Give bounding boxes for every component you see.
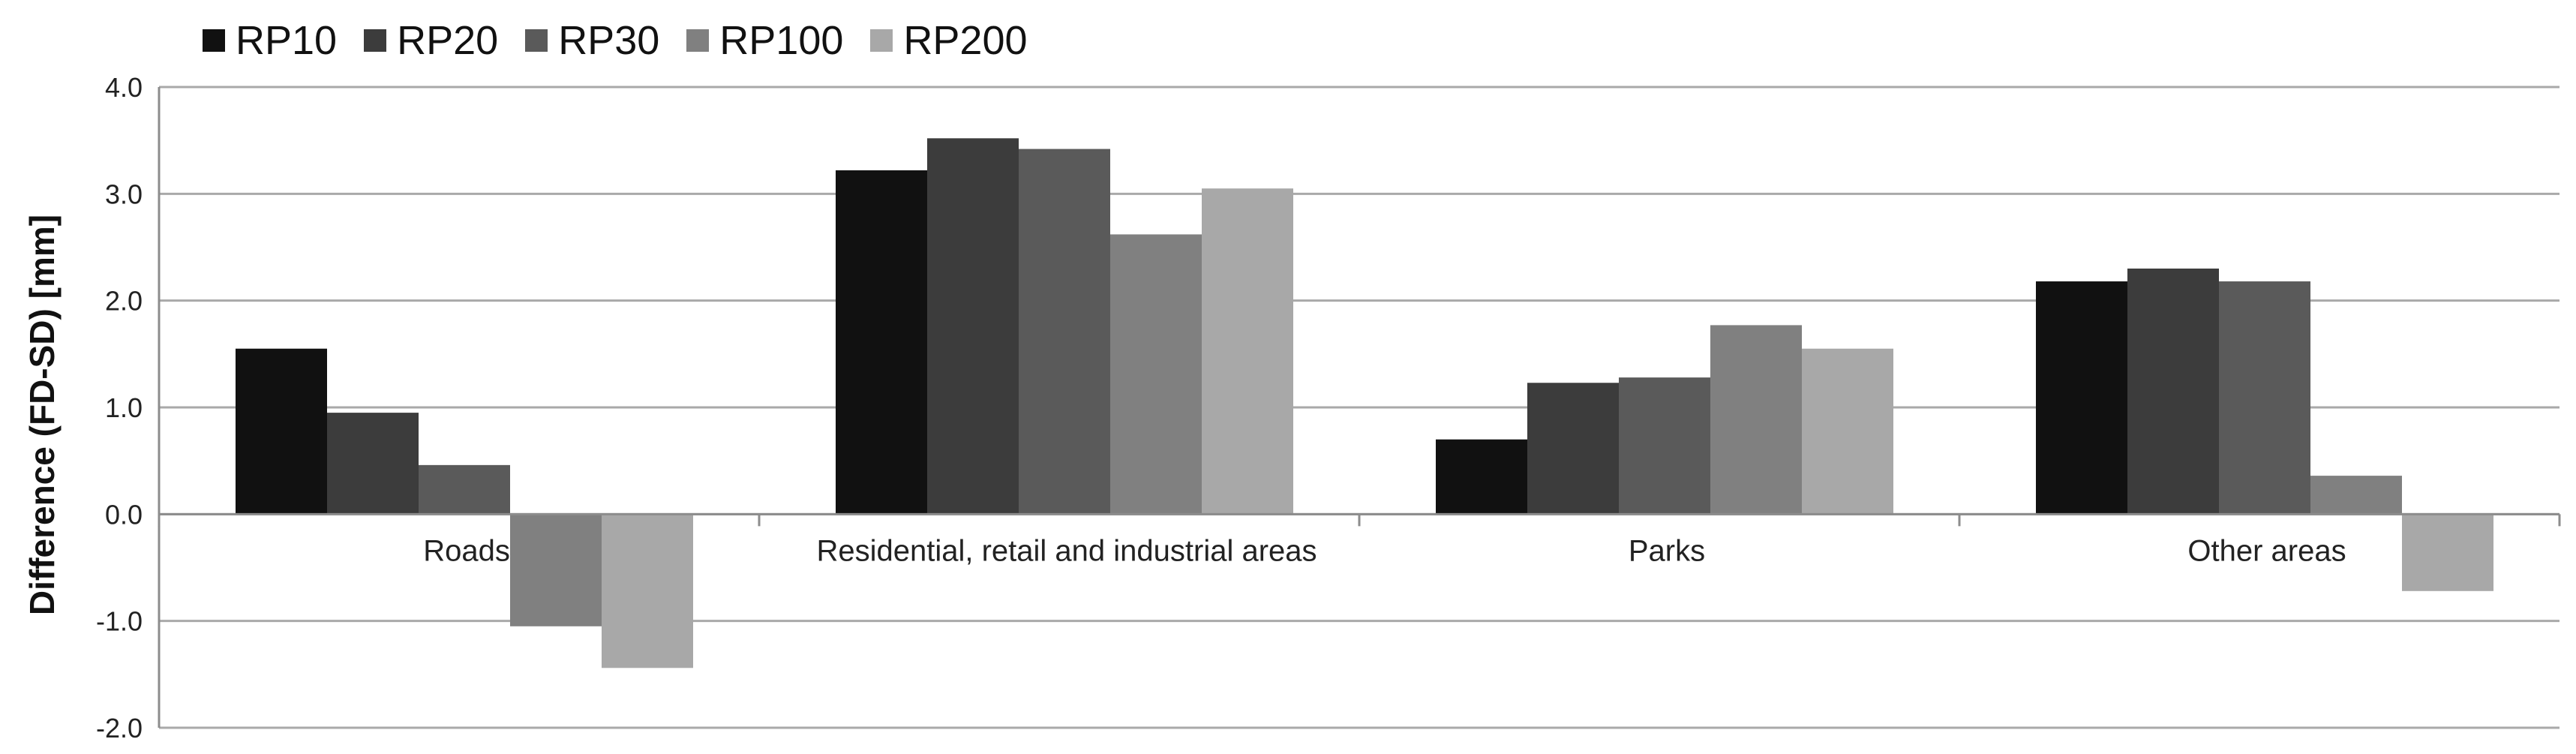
category-label: Residential, retail and industrial areas	[816, 534, 1317, 567]
bar-rp20	[2127, 268, 2219, 515]
y-tick-label: 2.0	[105, 286, 143, 317]
category-label: Parks	[1629, 534, 1705, 567]
y-axis-title: Difference (FD-SD) [mm]	[23, 215, 62, 615]
bar-rp20	[327, 413, 419, 515]
bar-rp20	[927, 138, 1019, 515]
bar-rp10	[1436, 439, 1527, 515]
bar-rp100	[1110, 234, 1202, 515]
bar-rp10	[236, 348, 327, 515]
bar-rp200	[1202, 188, 1293, 515]
bar-rp30	[1019, 149, 1110, 515]
bar-rp200	[602, 514, 693, 668]
legend-label: RP100	[719, 18, 844, 63]
chart-legend: RP10 RP20 RP30 RP100 RP200	[203, 11, 1028, 71]
bar-rp200	[2402, 514, 2493, 591]
legend-swatch	[525, 29, 548, 52]
legend-label: RP20	[397, 18, 499, 63]
y-tick-label: -2.0	[96, 713, 143, 743]
legend-item: RP30	[525, 17, 659, 64]
legend-item: RP20	[364, 17, 498, 64]
legend-swatch	[203, 29, 225, 52]
legend-label: RP10	[236, 18, 338, 63]
legend-swatch	[870, 29, 893, 52]
legend-label: RP200	[903, 18, 1028, 63]
bar-rp200	[1802, 348, 1893, 515]
bar-rp10	[2036, 281, 2127, 515]
y-tick-label: -1.0	[96, 606, 143, 637]
legend-item: RP100	[686, 17, 843, 64]
bar-rp10	[836, 170, 927, 515]
y-tick-label: 4.0	[105, 72, 143, 103]
y-tick-label: 1.0	[105, 392, 143, 423]
y-tick-label: 3.0	[105, 179, 143, 209]
category-label: Roads	[423, 534, 510, 567]
legend-swatch	[364, 29, 387, 52]
y-tick-label: 0.0	[105, 499, 143, 530]
legend-item: RP10	[203, 17, 337, 64]
legend-label: RP30	[558, 18, 660, 63]
legend-swatch	[686, 29, 710, 52]
bar-rp30	[419, 464, 510, 515]
bar-rp30	[1619, 377, 1710, 515]
legend-item: RP200	[870, 17, 1028, 64]
bar-rp100	[2310, 476, 2402, 515]
bar-rp100	[1710, 325, 1802, 515]
bar-rp30	[2219, 281, 2310, 515]
bar-rp100	[510, 514, 602, 626]
category-label: Other areas	[2187, 534, 2346, 567]
bar-rp20	[1527, 383, 1619, 515]
